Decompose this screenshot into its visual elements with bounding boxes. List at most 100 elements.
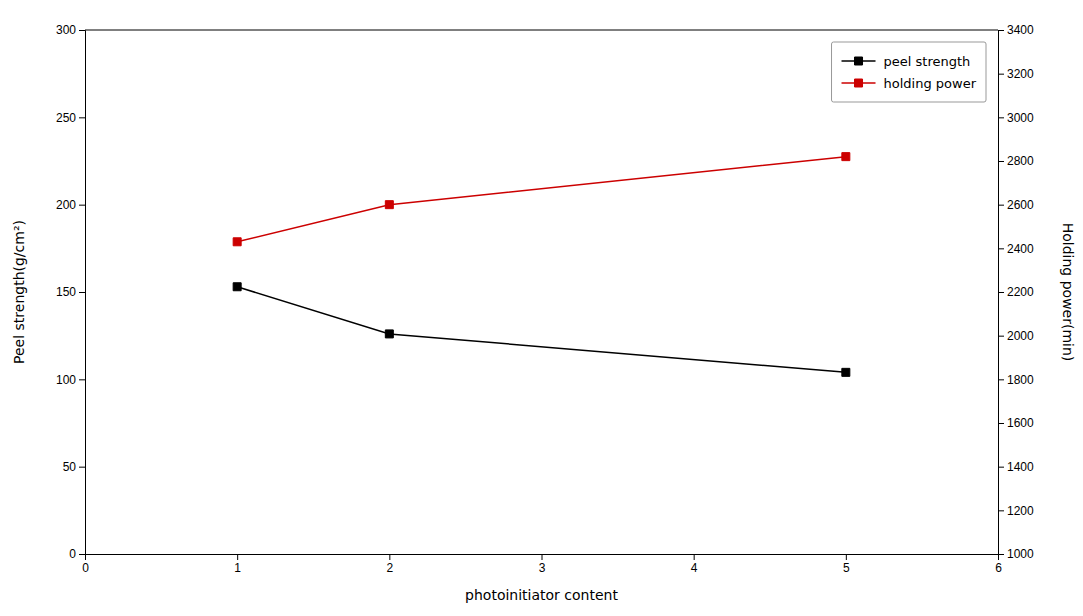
tick-mark <box>79 117 85 118</box>
tick-label: 200 <box>56 198 76 212</box>
tick-mark <box>998 205 1004 206</box>
tick: 2400 <box>998 242 1034 256</box>
tick-label: 0 <box>82 561 89 575</box>
tick: 100 <box>56 373 85 387</box>
tick-mark <box>237 554 238 560</box>
tick: 3 <box>539 554 546 575</box>
tick: 2800 <box>998 154 1034 168</box>
tick: 50 <box>63 460 85 474</box>
tick-label: 3000 <box>1007 111 1034 125</box>
tick-mark <box>79 292 85 293</box>
tick-mark <box>389 554 390 560</box>
tick-label: 3400 <box>1007 23 1034 37</box>
tick-mark <box>998 117 1004 118</box>
tick-mark <box>998 379 1004 380</box>
series-point <box>842 153 850 161</box>
tick: 1600 <box>998 416 1034 430</box>
axis-line <box>86 555 999 561</box>
tick-mark <box>998 554 1004 555</box>
legend-marker <box>855 79 863 87</box>
tick: 2 <box>386 554 393 575</box>
tick: 0 <box>69 547 85 561</box>
tick: 1800 <box>998 373 1034 387</box>
tick: 1000 <box>998 547 1034 561</box>
tick-mark <box>998 74 1004 75</box>
legend-box <box>832 42 986 102</box>
series-point <box>233 283 241 291</box>
tick-label: 250 <box>56 111 76 125</box>
axis-line <box>79 31 86 555</box>
tick: 300 <box>56 23 85 37</box>
tick-mark <box>846 554 847 560</box>
legend-entry: holding power <box>842 76 977 91</box>
legend-label: holding power <box>884 76 977 91</box>
series-point <box>385 330 393 338</box>
tick-label: 2600 <box>1007 198 1034 212</box>
legend-entry: peel strength <box>842 54 971 69</box>
tick: 3400 <box>998 23 1034 37</box>
y-axis: 0 50 100 150 200 250 300 <box>56 23 86 561</box>
legend-label: peel strength <box>884 54 971 69</box>
series-line <box>237 157 846 242</box>
tick-mark <box>998 423 1004 424</box>
tick-label: 3200 <box>1007 67 1034 81</box>
x-axis-title: photoinitiator content <box>465 587 618 603</box>
tick-label: 150 <box>56 285 76 299</box>
tick-label: 300 <box>56 23 76 37</box>
tick-mark <box>998 248 1004 249</box>
tick-mark <box>998 292 1004 293</box>
tick: 2200 <box>998 285 1034 299</box>
tick-mark <box>998 161 1004 162</box>
tick-label: 4 <box>691 561 698 575</box>
tick-label: 1200 <box>1007 504 1034 518</box>
tick: 1400 <box>998 460 1034 474</box>
tick-mark <box>79 30 85 31</box>
frame-line <box>85 30 998 31</box>
x-axis: 0 1 2 3 4 5 6 <box>82 554 1002 575</box>
y-axis-title: Peel strength(g/cm²) <box>11 220 27 364</box>
tick-label: 2 <box>386 561 393 575</box>
y2-axis: 1000 1200 1400 1600 1800 2000 2200 2400 2600 2800… <box>998 23 1034 561</box>
tick: 5 <box>843 554 850 575</box>
tick: 3000 <box>998 111 1034 125</box>
tick-mark <box>998 467 1004 468</box>
tick-mark <box>998 510 1004 511</box>
tick: 1 <box>234 554 241 575</box>
series-point <box>842 368 850 376</box>
tick: 250 <box>56 111 85 125</box>
tick-label: 6 <box>995 561 1002 575</box>
tick: 0 <box>82 554 89 575</box>
tick: 3200 <box>998 67 1034 81</box>
tick-label: 2000 <box>1007 329 1034 343</box>
legend: peel strength holding power <box>832 42 986 102</box>
tick-mark <box>694 554 695 560</box>
tick-label: 2800 <box>1007 154 1034 168</box>
tick: 6 <box>995 554 1002 575</box>
tick-label: 3 <box>539 561 546 575</box>
tick: 200 <box>56 198 85 212</box>
plot: 0 1 2 3 4 5 6 0 50 100 150 200 250 300 1000 1200 1400 160… <box>56 23 1034 574</box>
tick-label: 2200 <box>1007 285 1034 299</box>
series-point <box>385 201 393 209</box>
tick-mark <box>542 554 543 560</box>
tick-mark <box>79 379 85 380</box>
series-line <box>237 287 846 373</box>
tick: 1200 <box>998 504 1034 518</box>
tick-label: 50 <box>63 460 77 474</box>
tick: 4 <box>691 554 698 575</box>
tick-label: 1400 <box>1007 460 1034 474</box>
marks <box>233 153 850 377</box>
tick-mark <box>79 467 85 468</box>
tick-label: 0 <box>69 547 76 561</box>
tick-mark <box>998 336 1004 337</box>
series-point <box>233 238 241 246</box>
tick-label: 5 <box>843 561 850 575</box>
tick-mark <box>79 205 85 206</box>
tick-label: 1600 <box>1007 416 1034 430</box>
tick-mark <box>79 554 85 555</box>
tick-label: 2400 <box>1007 242 1034 256</box>
tick: 150 <box>56 285 85 299</box>
chart: 0 1 2 3 4 5 6 0 50 100 150 200 250 300 1000 1200 1400 160… <box>0 0 1083 616</box>
axis-line <box>999 31 1005 555</box>
tick-label: 1800 <box>1007 373 1034 387</box>
